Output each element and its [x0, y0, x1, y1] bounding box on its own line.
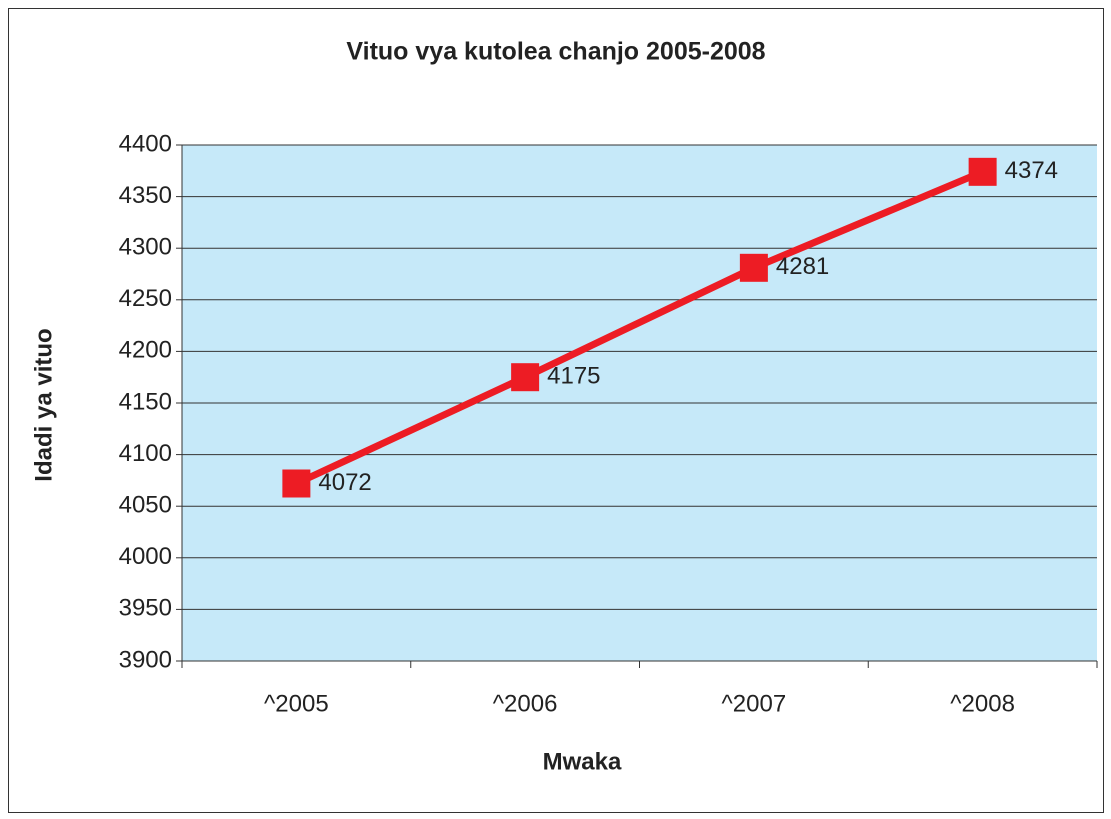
data-label: 4175	[547, 363, 600, 390]
marker	[739, 253, 768, 282]
y-tick-label: 3900	[119, 646, 172, 673]
marker	[968, 157, 997, 186]
marker	[511, 363, 540, 392]
y-tick-label: 4250	[119, 285, 172, 312]
chart-title: Vituo vya kutolea chanjo 2005-2008	[346, 38, 765, 66]
line	[294, 168, 984, 487]
y-tick-label: 4200	[119, 337, 172, 364]
y-tick-label: 4100	[119, 440, 172, 467]
y-tick-label: 4400	[119, 130, 172, 157]
y-tick-label: 3950	[119, 595, 172, 622]
y-axis-label: Idadi ya vituo	[30, 328, 57, 481]
y-tick-label: 4300	[119, 234, 172, 261]
x-tick-label: ^2008	[950, 690, 1015, 717]
y-tick-label: 4000	[119, 543, 172, 570]
x-tick-label: ^2007	[722, 690, 787, 717]
data-label: 4072	[318, 469, 371, 496]
x-tick-label: ^2005	[264, 690, 329, 717]
y-tick-label: 4350	[119, 182, 172, 209]
data-label: 4374	[1005, 157, 1058, 184]
data-label: 4281	[776, 253, 829, 280]
x-axis-label: Mwaka	[543, 748, 622, 775]
y-tick-label: 4150	[119, 388, 172, 415]
x-tick-label: ^2006	[493, 690, 558, 717]
y-tick-label: 4050	[119, 492, 172, 519]
marker	[282, 469, 311, 498]
